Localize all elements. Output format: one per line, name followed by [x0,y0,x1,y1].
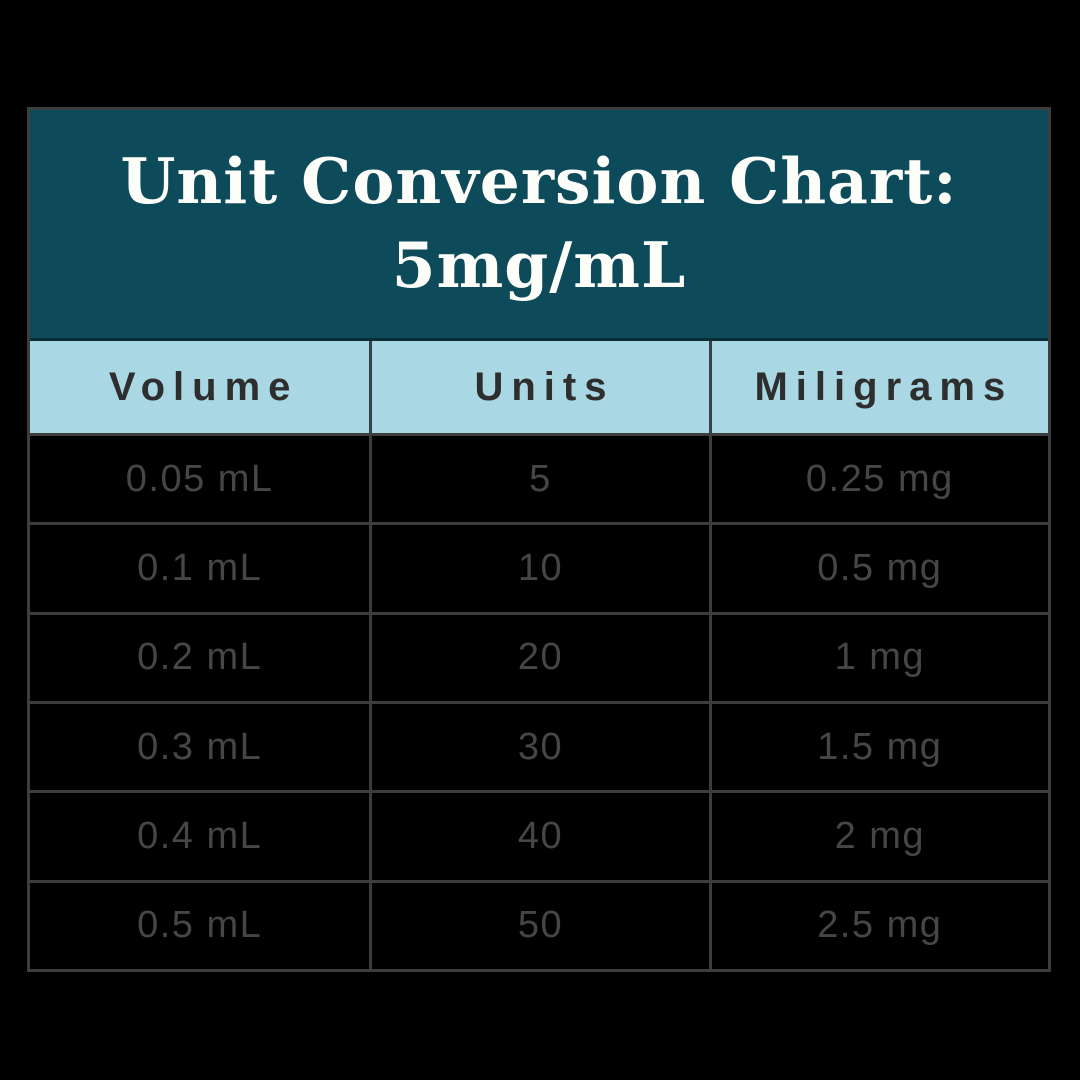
table-cell: 0.5 mL [137,904,263,947]
table-cell: 1 mg [708,614,1048,701]
table-row: 0.05 mL 5 0.25 mg [30,433,1048,523]
table-row: 0.5 mL 50 2.5 mg [30,879,1048,969]
table-cell: 0.3 mL [137,725,263,768]
table-row: 0.2 mL 20 1 mg [30,611,1048,701]
table-cell: 0.1 mL [137,546,263,589]
table-header-row: Volume Units Miligrams [30,341,1048,433]
chart-title-line-1: Unit Conversion Chart: [120,144,958,219]
table-cell: 0.05 mL [125,457,274,500]
table-cell: 1.5 mg [708,703,1048,791]
table-cell: 2 mg [708,793,1048,880]
column-header-volume: Volume [108,364,299,409]
table-cell: 50 [369,882,708,969]
table-cell: 2.5 mg [708,882,1048,969]
chart-title-line-2: 5mg/mL [391,228,687,302]
table-row: 0.4 mL 40 2 mg [30,790,1048,880]
table-cell: 10 [369,525,708,612]
column-header-miligrams: Miligrams [708,341,1048,433]
table-cell: 0.25 mg [708,436,1048,523]
table-rows: 0.05 mL 5 0.25 mg 0.1 mL 10 0.5 mg 0.2 mL 20 1 m… [30,433,1048,969]
table-cell: 0.5 mg [708,525,1048,612]
column-header-units: Units [369,341,708,433]
table-row: 0.1 mL 10 0.5 mg [30,522,1048,612]
conversion-table: Unit Conversion Chart: 5mg/mL Volume Uni… [27,107,1051,972]
table-cell: 5 [369,436,708,523]
table-cell: 20 [369,614,708,701]
table-row: 0.3 mL 30 1.5 mg [30,700,1048,791]
table-cell: 30 [369,703,708,791]
table-cell: 0.2 mL [137,636,263,679]
table-cell: 0.4 mL [137,814,263,857]
table-cell: 40 [369,793,708,880]
title-band: Unit Conversion Chart: 5mg/mL [30,110,1048,341]
